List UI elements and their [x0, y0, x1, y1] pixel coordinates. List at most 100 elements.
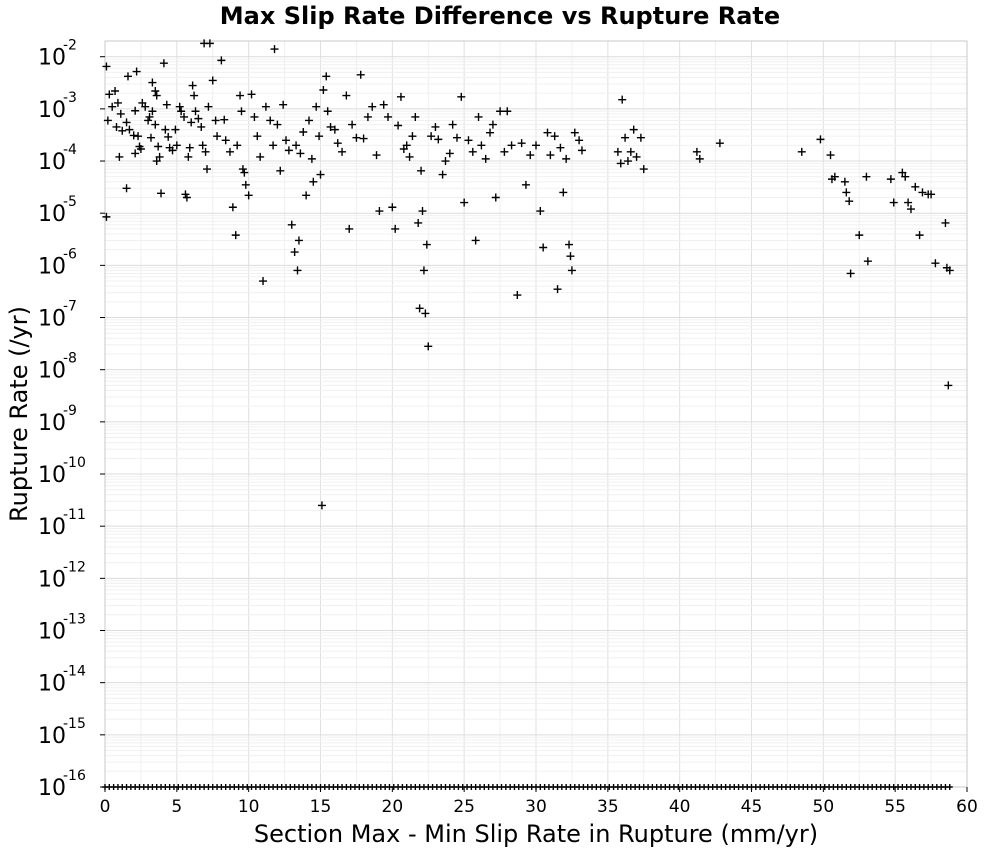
data-point	[326, 122, 335, 131]
y-tick-exponent: -7	[63, 299, 77, 315]
data-point	[477, 141, 486, 150]
y-tick-label: 10-6	[38, 246, 77, 279]
y-tick-base: 10	[38, 46, 66, 71]
data-point	[261, 102, 270, 111]
y-tick-label: 10-9	[38, 403, 77, 436]
data-point	[237, 107, 246, 116]
x-tick-label: 15	[310, 797, 332, 817]
data-point	[536, 207, 545, 216]
data-point	[546, 151, 555, 160]
data-point	[307, 154, 316, 163]
data-point	[284, 146, 293, 155]
data-point	[797, 147, 806, 156]
data-point	[105, 90, 114, 99]
data-point	[154, 142, 163, 151]
data-point	[312, 102, 321, 111]
y-tick-exponent: -8	[63, 351, 77, 367]
data-point	[904, 198, 913, 207]
data-point	[915, 231, 924, 240]
y-tick-label: 10-4	[38, 142, 77, 175]
data-point	[348, 120, 357, 129]
data-point	[116, 109, 125, 118]
data-point	[190, 91, 199, 100]
data-point	[155, 152, 164, 161]
data-point	[259, 277, 268, 286]
data-point	[840, 177, 849, 186]
data-point	[146, 133, 155, 142]
data-point	[566, 252, 575, 261]
data-point	[944, 381, 953, 390]
data-point	[197, 122, 206, 131]
data-point	[319, 85, 328, 94]
data-point	[565, 240, 574, 249]
data-point	[299, 128, 308, 137]
grid	[104, 40, 968, 788]
data-point	[543, 128, 552, 137]
data-point	[417, 166, 426, 175]
data-point	[151, 120, 160, 129]
data-point	[221, 136, 230, 145]
y-tick-base: 10	[38, 620, 66, 645]
y-tick-label: 10-5	[38, 194, 77, 227]
data-point	[539, 243, 548, 252]
data-point	[134, 132, 143, 141]
data-point	[161, 125, 170, 134]
data-point	[217, 56, 226, 65]
data-point	[112, 122, 121, 131]
data-point	[396, 92, 405, 101]
data-point	[507, 141, 516, 150]
data-point	[826, 151, 835, 160]
data-point	[250, 112, 259, 121]
y-tick-label: 10-10	[38, 455, 86, 488]
data-point	[363, 112, 372, 121]
data-point-floor	[946, 784, 953, 790]
data-point	[225, 147, 234, 156]
data-point	[692, 147, 701, 156]
y-tick-exponent: -16	[63, 768, 86, 784]
data-point	[115, 152, 124, 161]
data-point	[316, 170, 325, 179]
data-point	[486, 128, 495, 137]
x-tick-label: 25	[453, 797, 475, 817]
data-point	[122, 184, 131, 193]
data-point	[247, 90, 256, 99]
x-tick-label: 55	[884, 797, 906, 817]
data-point	[556, 143, 565, 152]
data-point	[164, 132, 173, 141]
data-point	[886, 175, 895, 184]
data-point	[553, 285, 562, 294]
y-tick-exponent: -6	[63, 246, 77, 262]
data-point	[375, 207, 384, 216]
data-point	[927, 190, 936, 199]
data-point	[368, 102, 377, 111]
y-tick-label: 10-13	[38, 612, 86, 645]
data-point	[270, 45, 279, 54]
data-point	[305, 116, 314, 125]
data-point	[228, 203, 237, 212]
data-point	[213, 132, 222, 141]
data-point	[496, 107, 505, 116]
y-tick-base: 10	[38, 307, 66, 332]
data-point	[333, 139, 342, 148]
data-point	[863, 257, 872, 266]
data-point	[421, 309, 430, 318]
data-point	[203, 165, 212, 174]
data-point	[152, 91, 161, 100]
y-tick-label: 10-14	[38, 664, 86, 697]
data-point	[388, 203, 397, 212]
data-point	[108, 102, 117, 111]
y-tick-base: 10	[38, 515, 66, 540]
data-point	[550, 132, 559, 141]
data-point	[323, 107, 332, 116]
data-point	[845, 197, 854, 206]
data-point	[238, 165, 247, 174]
data-point	[103, 116, 112, 125]
data-point	[372, 151, 381, 160]
data-point	[618, 95, 627, 104]
data-point	[464, 136, 473, 145]
data-point	[240, 168, 249, 177]
y-tick-base: 10	[38, 359, 66, 384]
data-point	[302, 191, 311, 200]
data-point	[570, 128, 579, 137]
data-point	[906, 205, 915, 214]
